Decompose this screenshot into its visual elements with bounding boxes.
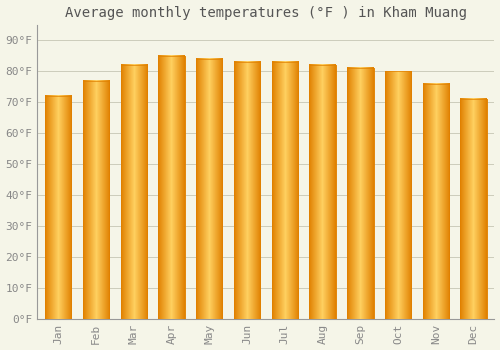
- Bar: [196, 59, 222, 319]
- Bar: [385, 71, 411, 319]
- Bar: [196, 59, 222, 319]
- Bar: [234, 62, 260, 319]
- Bar: [272, 62, 298, 319]
- Bar: [82, 81, 109, 319]
- Bar: [45, 96, 72, 319]
- Bar: [234, 62, 260, 319]
- Bar: [272, 62, 298, 319]
- Bar: [310, 65, 336, 319]
- Bar: [385, 71, 411, 319]
- Bar: [158, 56, 184, 319]
- Title: Average monthly temperatures (°F ) in Kham Muang: Average monthly temperatures (°F ) in Kh…: [65, 6, 467, 20]
- Bar: [422, 84, 449, 319]
- Bar: [347, 68, 374, 319]
- Bar: [45, 96, 72, 319]
- Bar: [82, 81, 109, 319]
- Bar: [120, 65, 147, 319]
- Bar: [422, 84, 449, 319]
- Bar: [347, 68, 374, 319]
- Bar: [310, 65, 336, 319]
- Bar: [460, 99, 487, 319]
- Bar: [158, 56, 184, 319]
- Bar: [120, 65, 147, 319]
- Bar: [460, 99, 487, 319]
